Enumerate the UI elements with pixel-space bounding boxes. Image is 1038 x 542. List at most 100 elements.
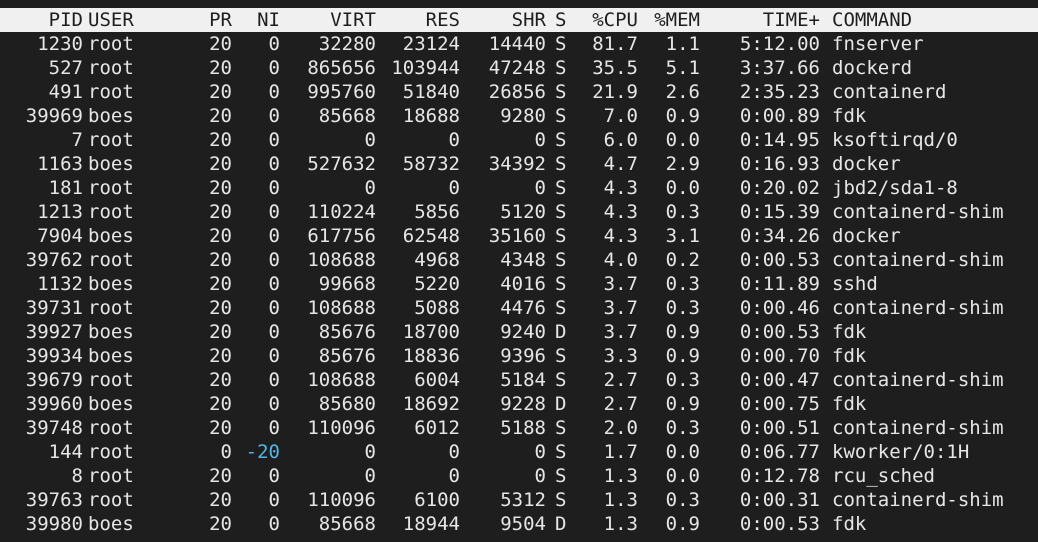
process-time: 0:16.93 [739,153,820,175]
process-nice: 0 [268,81,280,103]
header-cpu[interactable]: %CPU [592,9,638,31]
process-time: 0:00.31 [739,489,820,511]
process-time: 0:00.53 [739,321,820,343]
process-row[interactable]: 1230 root 20 0 32280 23124 14440 S 81.7 1.1 5:12.0… [0,32,1038,56]
process-state: S [555,345,567,367]
process-pid: 39960 [25,393,83,415]
process-time: 0:00.70 [739,345,820,367]
header-res[interactable]: RES [425,9,460,31]
process-state: S [555,201,567,223]
process-command: fdk [832,345,867,367]
process-cpu: 35.5 [592,57,638,79]
process-res: 23124 [402,33,460,55]
process-mem: 0.3 [665,273,700,295]
process-row[interactable]: 39679 root 20 0 108688 6004 5184 S 2.7 0.3 0:00.47… [0,368,1038,392]
process-time: 3:37.66 [739,57,820,79]
process-row[interactable]: 39763 root 20 0 110096 6100 5312 S 1.3 0.3 0:00.31… [0,488,1038,512]
process-row[interactable]: 39980 boes 20 0 85668 18944 9504 D 1.3 0.9 0:00.53… [0,512,1038,536]
header-pr[interactable]: PR [209,9,232,31]
header-virt[interactable]: VIRT [330,9,376,31]
process-row[interactable]: 491 root 20 0 995760 51840 26856 S 21.9 2.6 2:35.2… [0,80,1038,104]
process-priority: 20 [209,513,232,535]
process-time: 0:06.77 [739,441,820,463]
process-row[interactable]: 527 root 20 0 865656 103944 47248 S 35.5 5.1 3:37.… [0,56,1038,80]
process-virt: 0 [364,441,376,463]
process-row[interactable]: 39762 root 20 0 108688 4968 4348 S 4.0 0.2 0:00.53… [0,248,1038,272]
process-row[interactable]: 7 root 20 0 0 0 0 S 6.0 0.0 0:14.95 ksoftirqd/0 [0,128,1038,152]
process-command: rcu_sched [832,465,935,487]
process-cpu: 2.7 [603,393,638,415]
process-nice: 0 [268,297,280,319]
process-mem: 0.0 [665,465,700,487]
header-pid[interactable]: PID [48,9,83,31]
process-cpu: 21.9 [592,81,638,103]
process-res: 18692 [402,393,460,415]
process-row[interactable]: 1213 root 20 0 110224 5856 5120 S 4.3 0.3 0:15.39 c… [0,200,1038,224]
process-priority: 20 [209,57,232,79]
process-priority: 20 [209,177,232,199]
header-ni[interactable]: NI [257,9,280,31]
process-command: fdk [832,321,867,343]
process-cpu: 3.7 [603,273,638,295]
process-pid: 1230 [37,33,83,55]
header-command[interactable]: COMMAND [832,9,913,31]
process-user: root [88,441,134,463]
process-shr: 9240 [500,321,546,343]
process-command: containerd-shim [832,249,1004,271]
process-row[interactable]: 1132 boes 20 0 99668 5220 4016 S 3.7 0.3 0:11.89 ss… [0,272,1038,296]
process-user: boes [88,225,134,247]
process-row[interactable]: 1163 boes 20 0 527632 58732 34392 S 4.7 2.9 0:16.9… [0,152,1038,176]
process-row[interactable]: 39960 boes 20 0 85680 18692 9228 D 2.7 0.9 0:00.75… [0,392,1038,416]
process-row[interactable]: 144 root 0 -20 0 0 0 S 1.7 0.0 0:06.77 kworker/0:1H [0,440,1038,464]
header-user[interactable]: USER [88,9,134,31]
process-shr: 9280 [500,105,546,127]
process-command: containerd-shim [832,297,1004,319]
process-row[interactable]: 181 root 20 0 0 0 0 S 4.3 0.0 0:20.02 jbd2/sda1-8 [0,176,1038,200]
process-state: S [555,105,567,127]
process-res: 58732 [402,153,460,175]
process-command: fdk [832,393,867,415]
process-shr: 0 [534,177,546,199]
process-row[interactable]: 7904 boes 20 0 617756 62548 35160 S 4.3 3.1 0:34.2… [0,224,1038,248]
process-nice: 0 [268,201,280,223]
process-mem: 0.3 [665,489,700,511]
process-shr: 4348 [500,249,546,271]
process-row[interactable]: 8 root 20 0 0 0 0 S 1.3 0.0 0:12.78 rcu_sched [0,464,1038,488]
process-priority: 20 [209,153,232,175]
process-command: kworker/0:1H [832,441,970,463]
process-user: root [88,369,134,391]
column-header-row: PID USER PR NI VIRT RES SHR S %CPU %MEM … [0,8,1038,32]
process-cpu: 7.0 [603,105,638,127]
process-row[interactable]: 39748 root 20 0 110096 6012 5188 S 2.0 0.3 0:00.51… [0,416,1038,440]
process-nice: 0 [268,105,280,127]
process-cpu: 3.7 [603,297,638,319]
process-shr: 5312 [500,489,546,511]
process-priority: 20 [209,465,232,487]
process-row[interactable]: 39927 boes 20 0 85676 18700 9240 D 3.7 0.9 0:00.53… [0,320,1038,344]
process-row[interactable]: 39934 boes 20 0 85676 18836 9396 S 3.3 0.9 0:00.70… [0,344,1038,368]
process-state: D [555,321,567,343]
process-res: 103944 [391,57,460,79]
process-time: 0:20.02 [739,177,820,199]
process-time: 0:00.47 [739,369,820,391]
process-virt: 995760 [307,81,376,103]
process-nice: 0 [268,393,280,415]
process-time: 0:00.75 [739,393,820,415]
process-pid: 39762 [25,249,83,271]
process-shr: 47248 [488,57,546,79]
process-nice: 0 [268,489,280,511]
process-mem: 5.1 [665,57,700,79]
header-mem[interactable]: %MEM [654,9,700,31]
header-state[interactable]: S [555,9,567,31]
process-pid: 1213 [37,201,83,223]
process-mem: 0.9 [665,393,700,415]
header-shr[interactable]: SHR [511,9,546,31]
process-row[interactable]: 39969 boes 20 0 85668 18688 9280 S 7.0 0.9 0:00.89… [0,104,1038,128]
process-row[interactable]: 39731 root 20 0 108688 5088 4476 S 3.7 0.3 0:00.46… [0,296,1038,320]
process-nice: 0 [268,321,280,343]
header-time[interactable]: TIME+ [762,9,820,31]
process-priority: 20 [209,249,232,271]
process-priority: 20 [209,489,232,511]
process-user: root [88,81,134,103]
